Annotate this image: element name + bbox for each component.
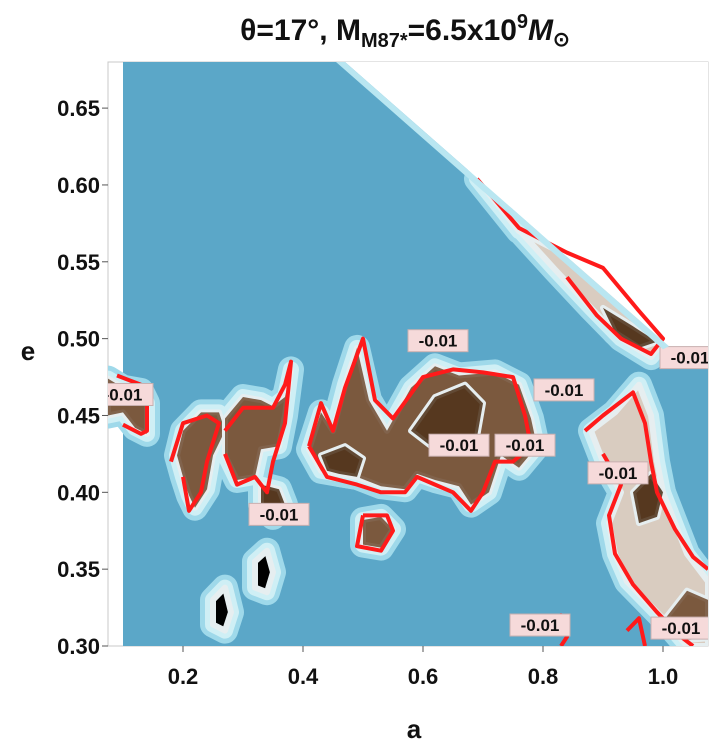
y-tick-label: 0.45 <box>57 403 100 428</box>
contour-line-9 <box>625 616 647 646</box>
x-axis-ticks: 0.2 0.4 0.6 0.8 1.0 <box>168 646 679 689</box>
contour-label-text: -0.01 <box>545 381 584 400</box>
region-core-diag-core <box>603 307 657 348</box>
contour-label-8: -0.01 <box>650 616 708 640</box>
contour-label-5: -0.01 <box>587 461 649 485</box>
contour-label-box <box>428 433 490 457</box>
y-axis-label: e <box>21 336 35 366</box>
contour-line-4 <box>355 513 395 553</box>
contour-label-6: -0.01 <box>248 502 310 526</box>
title-sun-symbol: ⊙ <box>553 29 570 51</box>
contour-label-text: -0.01 <box>260 505 299 524</box>
region-blob1 <box>252 547 276 596</box>
y-tick-label: 0.30 <box>57 634 100 659</box>
contour-line-2 <box>223 359 293 495</box>
contour-label-0: -0.01 <box>104 382 154 406</box>
title-end: M <box>528 14 554 47</box>
contour-label-box <box>248 502 310 526</box>
contour-label-box <box>533 378 595 402</box>
contour-label-box <box>659 346 708 370</box>
title-subscript: M87* <box>361 30 408 52</box>
y-tick-label: 0.50 <box>57 327 100 352</box>
contour-label-text: -0.01 <box>506 436 545 455</box>
y-tick-label: 0.40 <box>57 480 100 505</box>
chart-title: θ=17°, MM87*=6.5x109M⊙ <box>240 11 570 52</box>
contour-label-7: -0.01 <box>509 613 571 637</box>
contour-label-text: -0.01 <box>440 436 479 455</box>
title-rest: =6.5x10 <box>408 14 517 47</box>
contour-label-1: -0.01 <box>407 329 469 353</box>
contour-label-4: -0.01 <box>533 378 595 402</box>
contour-line-1 <box>169 413 221 513</box>
contour-label-box <box>108 382 154 406</box>
region-core-c2 <box>225 369 291 480</box>
y-tick-label: 0.60 <box>57 173 100 198</box>
y-tick-label: 0.35 <box>57 557 100 582</box>
contour-line-6 <box>583 390 708 571</box>
x-tick-label: 0.6 <box>408 664 439 689</box>
x-tick-label: 0.8 <box>528 664 559 689</box>
contour-label-2: -0.01 <box>428 433 490 457</box>
region-core-big-core2 <box>321 446 363 477</box>
contour-label-text: -0.01 <box>419 332 458 351</box>
contour-label-box <box>587 461 649 485</box>
contour-label-text: -0.01 <box>662 619 701 638</box>
x-tick-label: 0.2 <box>168 664 199 689</box>
y-tick-label: 0.65 <box>57 96 100 121</box>
contour-label-box <box>650 616 708 640</box>
x-axis-label: a <box>407 714 422 744</box>
contour-label-text: -0.01 <box>521 616 560 635</box>
contour-label-box <box>494 433 556 457</box>
contour-label-box <box>407 329 469 353</box>
diagonal-fringe <box>336 62 669 350</box>
region-blob2 <box>210 584 234 634</box>
contour-labels: -0.01 -0.01 -0.01 -0.01 -0.01 -0.01 -0.01 -0.01… <box>104 329 710 640</box>
y-tick-label: 0.55 <box>57 250 100 275</box>
x-tick-label: 1.0 <box>648 664 679 689</box>
contour-label-text: -0.01 <box>599 464 638 483</box>
title-superscript: 9 <box>517 11 528 33</box>
contour-label-box <box>509 613 571 637</box>
contour-label-text: -0.01 <box>104 385 143 404</box>
contour-label-3: -0.01 <box>494 433 556 457</box>
contour-label-9: -0.01 <box>659 346 710 370</box>
plot-area: -0.01 -0.01 -0.01 -0.01 -0.01 -0.01 -0.01 -0.01… <box>104 62 710 646</box>
title-main: θ=17°, M <box>240 14 361 47</box>
x-tick-label: 0.4 <box>288 664 319 689</box>
contour-label-text: -0.01 <box>671 349 710 368</box>
y-axis-ticks: 0.30 0.35 0.40 0.45 0.50 0.55 0.60 0.65 <box>57 96 108 659</box>
